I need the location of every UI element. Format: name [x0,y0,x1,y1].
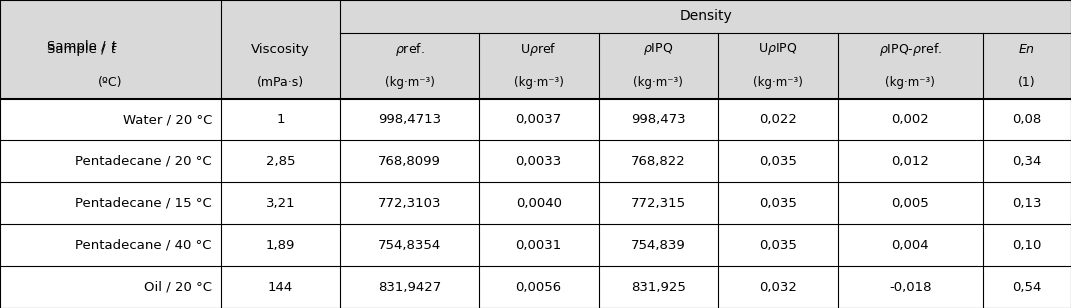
Text: 0,035: 0,035 [759,239,797,252]
Text: (kg·m⁻³): (kg·m⁻³) [384,76,435,89]
Text: 0,012: 0,012 [891,155,930,168]
Text: 0,0040: 0,0040 [515,197,561,210]
Text: (kg·m⁻³): (kg·m⁻³) [753,76,803,89]
Text: (ºC): (ºC) [99,76,122,89]
Text: (kg·m⁻³): (kg·m⁻³) [886,76,935,89]
Text: Oil / 20 °C: Oil / 20 °C [144,281,212,294]
Text: 0,34: 0,34 [1012,155,1042,168]
Text: 1: 1 [276,113,285,126]
Text: 2,85: 2,85 [266,155,296,168]
Text: 0,13: 0,13 [1012,197,1042,210]
Text: t: t [110,43,116,56]
Text: Water / 20 °C: Water / 20 °C [122,113,212,126]
Text: $En$: $En$ [1019,43,1036,56]
Text: 831,9427: 831,9427 [378,281,441,294]
Text: Viscosity: Viscosity [251,43,310,56]
Text: 3,21: 3,21 [266,197,296,210]
Text: Sample /: Sample / [47,43,110,56]
Text: Pentadecane / 20 °C: Pentadecane / 20 °C [75,155,212,168]
Text: U$\rho$IPQ: U$\rho$IPQ [758,41,798,57]
Text: 0,004: 0,004 [891,239,930,252]
Text: 768,822: 768,822 [631,155,685,168]
Text: 831,925: 831,925 [631,281,685,294]
Text: Pentadecane / 15 °C: Pentadecane / 15 °C [75,197,212,210]
Text: 754,8354: 754,8354 [378,239,441,252]
Text: 0,005: 0,005 [891,197,930,210]
Text: $\rho$IPQ: $\rho$IPQ [644,41,674,57]
Text: 0,0056: 0,0056 [515,281,561,294]
Text: 144: 144 [268,281,293,294]
Text: (1): (1) [1019,76,1036,89]
Text: 772,3103: 772,3103 [378,197,441,210]
Text: 0,002: 0,002 [891,113,930,126]
Text: Density: Density [679,10,731,23]
Text: 0,0033: 0,0033 [515,155,562,168]
Text: 0,08: 0,08 [1012,113,1041,126]
Text: (kg·m⁻³): (kg·m⁻³) [514,76,563,89]
Text: 998,473: 998,473 [631,113,685,126]
Text: 0,022: 0,022 [759,113,797,126]
Text: Sample /: Sample / [47,40,110,53]
Text: 768,8099: 768,8099 [378,155,441,168]
Text: 0,54: 0,54 [1012,281,1042,294]
Text: 998,4713: 998,4713 [378,113,441,126]
Text: -0,018: -0,018 [889,281,932,294]
Text: $\rho$IPQ-$\rho$ref.: $\rho$IPQ-$\rho$ref. [878,41,942,58]
FancyBboxPatch shape [0,99,1071,308]
Text: (kg·m⁻³): (kg·m⁻³) [633,76,683,89]
Text: 0,0031: 0,0031 [515,239,562,252]
Text: 772,315: 772,315 [631,197,685,210]
Text: 0,0037: 0,0037 [515,113,562,126]
Text: 0,035: 0,035 [759,197,797,210]
Text: 1,89: 1,89 [266,239,295,252]
Text: (mPa·s): (mPa·s) [257,76,304,89]
Text: 754,839: 754,839 [631,239,685,252]
Text: $\rho$ref.: $\rho$ref. [394,41,424,58]
Text: 0,032: 0,032 [759,281,797,294]
Text: t: t [110,40,116,53]
FancyBboxPatch shape [0,0,1071,99]
Text: 0,10: 0,10 [1012,239,1042,252]
Text: Pentadecane / 40 °C: Pentadecane / 40 °C [75,239,212,252]
Text: U$\rho$ref: U$\rho$ref [521,41,557,58]
Text: 0,035: 0,035 [759,155,797,168]
